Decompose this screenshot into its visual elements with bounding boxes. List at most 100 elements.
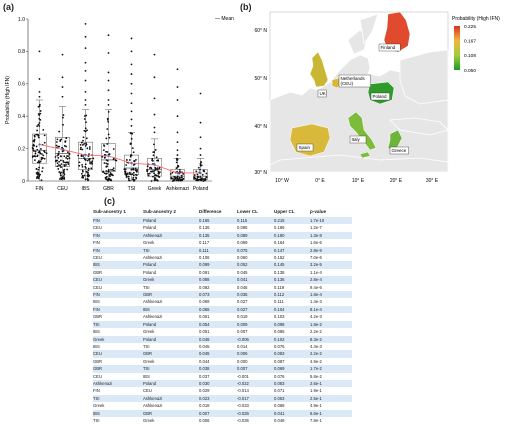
data-point — [87, 167, 90, 170]
table-cell: FIN — [93, 240, 100, 246]
data-point — [105, 159, 108, 161]
table-cell: 0.007 — [199, 409, 237, 417]
data-point — [82, 139, 84, 142]
table-cell: 0.152 — [274, 255, 285, 261]
table-cell: 1.3e-8 — [310, 231, 352, 240]
table-row: GBR Greek 0.044 0.000 0.087 4.9e-2 — [93, 358, 352, 365]
data-point — [39, 110, 42, 112]
data-point — [154, 179, 157, 181]
region-label-text: Netherlands — [341, 76, 366, 81]
table-row: Greek Ashkenazi 0.018 -0.033 0.068 4.9e-1 — [93, 402, 352, 409]
table-cell: 0.048 — [199, 335, 237, 343]
data-point — [154, 169, 157, 171]
data-point — [63, 172, 65, 174]
data-point — [151, 170, 154, 173]
data-point — [62, 116, 64, 119]
outlier-point — [176, 86, 179, 88]
table-cell: Greek — [143, 329, 155, 335]
data-point — [61, 150, 64, 153]
region-label: Spain — [296, 143, 314, 152]
data-point — [151, 158, 154, 160]
colorbar-tick-label: 0.050 — [464, 68, 476, 74]
table-cell: 0.044 — [199, 358, 210, 364]
data-point — [159, 171, 161, 174]
table-cell: 0.103 — [274, 314, 285, 320]
table-cell: IBS — [93, 329, 100, 335]
data-point — [199, 176, 202, 179]
outlier-point — [84, 99, 87, 101]
data-point — [179, 179, 182, 182]
table-cell: -0.022 — [237, 379, 274, 388]
table-cell: 0.089 — [237, 231, 274, 240]
data-point — [151, 159, 154, 162]
data-point — [128, 179, 131, 182]
y-tick-label: 0.8 — [18, 49, 25, 55]
data-point — [36, 161, 39, 164]
table-row: FIN Poland 0.165 0.115 0.215 1.7e-10 — [93, 217, 352, 225]
table-cell: 0.066 — [199, 305, 237, 314]
data-point — [80, 141, 83, 144]
table-row: GBR TSI 0.038 0.007 0.069 1.7e-2 — [93, 365, 352, 373]
table-header-row: Sub-ancestry 1 Sub-ancestry 2 Difference… — [93, 207, 352, 217]
region-label: UK — [317, 89, 327, 98]
data-point — [127, 175, 130, 178]
table-cell: 0.117 — [199, 240, 210, 246]
table-cell: 0.045 — [199, 350, 237, 358]
table-cell: 0.054 — [199, 320, 237, 329]
table-header: p-value — [310, 208, 327, 214]
data-point — [193, 177, 196, 180]
table-cell: 1.9e-1 — [310, 388, 322, 394]
mean-point — [176, 171, 179, 175]
data-point — [135, 170, 138, 173]
table-cell: 0.046 — [237, 284, 248, 290]
region-label: Finland — [378, 43, 401, 52]
table-cell: 0.006 — [237, 350, 274, 358]
data-point — [158, 176, 161, 179]
data-point — [126, 172, 129, 175]
table-cell: 0.061 — [199, 314, 210, 320]
data-point — [39, 118, 42, 121]
outlier-point — [130, 37, 133, 40]
data-point — [170, 176, 173, 179]
data-point — [34, 159, 36, 162]
data-point — [36, 155, 39, 158]
data-point — [156, 167, 159, 170]
lat-tick-label: 30° N — [254, 170, 267, 176]
data-point — [193, 174, 196, 176]
mean-point — [107, 154, 110, 158]
data-point — [91, 162, 93, 165]
data-point — [153, 177, 156, 179]
table-cell: GBR — [93, 365, 143, 373]
data-point — [81, 170, 84, 173]
table-cell: CEU — [93, 350, 143, 358]
table-row: FIN IBS 0.066 0.027 0.104 8.1e-4 — [93, 305, 352, 314]
table-row: TSI Poland 0.054 0.009 0.098 1.8e-2 — [93, 320, 352, 329]
region-label: Netherlands(CEU) — [338, 74, 371, 88]
table-cell: Poland — [143, 335, 199, 343]
x-tick-label: Ashkenazi — [166, 186, 189, 192]
table-cell: Ashkenazi — [93, 379, 143, 388]
data-point — [154, 166, 157, 169]
data-point — [65, 163, 67, 166]
data-point — [55, 159, 57, 162]
data-point — [84, 159, 87, 161]
data-point — [149, 166, 152, 169]
table-row: FIN Ashkenazi 0.135 0.089 0.180 1.3e-8 — [93, 231, 352, 240]
table-cell: 0.006 — [199, 417, 210, 423]
data-point — [130, 154, 133, 157]
y-tick-label: 1.0 — [18, 17, 25, 23]
outlier-point — [176, 99, 179, 101]
data-point — [108, 173, 111, 176]
data-point — [38, 117, 41, 120]
table-cell: CEU — [93, 225, 102, 231]
outlier-point — [84, 47, 87, 50]
table-cell: TSI — [143, 246, 199, 255]
table-cell: 2.5e-1 — [310, 394, 352, 403]
mean-point — [153, 163, 156, 166]
data-point — [36, 133, 39, 136]
data-point — [125, 159, 128, 161]
data-point — [88, 158, 91, 160]
data-point — [84, 163, 87, 166]
table-cell: 0.102 — [274, 335, 310, 343]
data-point — [148, 172, 151, 175]
